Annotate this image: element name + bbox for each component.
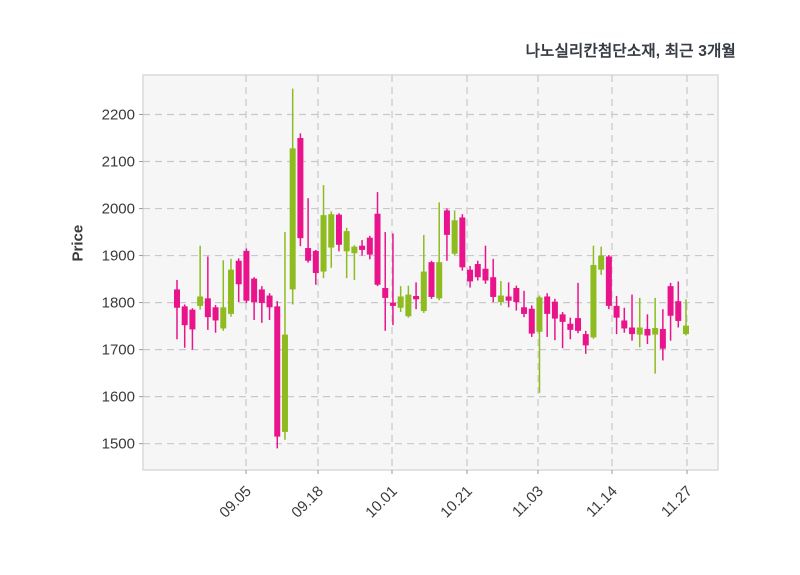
svg-text:2100: 2100 <box>102 154 135 171</box>
svg-text:10.01: 10.01 <box>362 483 401 522</box>
svg-text:2200: 2200 <box>102 107 135 124</box>
svg-text:1800: 1800 <box>102 295 135 312</box>
svg-text:11.14: 11.14 <box>583 483 621 521</box>
svg-text:1700: 1700 <box>102 342 135 359</box>
svg-text:09.05: 09.05 <box>216 483 255 522</box>
svg-text:09.18: 09.18 <box>288 483 327 522</box>
svg-text:1900: 1900 <box>102 248 135 265</box>
svg-text:2000: 2000 <box>102 201 135 218</box>
svg-text:1600: 1600 <box>102 389 135 406</box>
svg-text:11.27: 11.27 <box>658 483 696 521</box>
svg-text:1500: 1500 <box>102 436 135 453</box>
chart-title: 나노실리칸첨단소재, 최근 3개월 <box>525 43 736 60</box>
svg-text:10.21: 10.21 <box>437 483 476 522</box>
svg-text:11.03: 11.03 <box>509 483 547 521</box>
